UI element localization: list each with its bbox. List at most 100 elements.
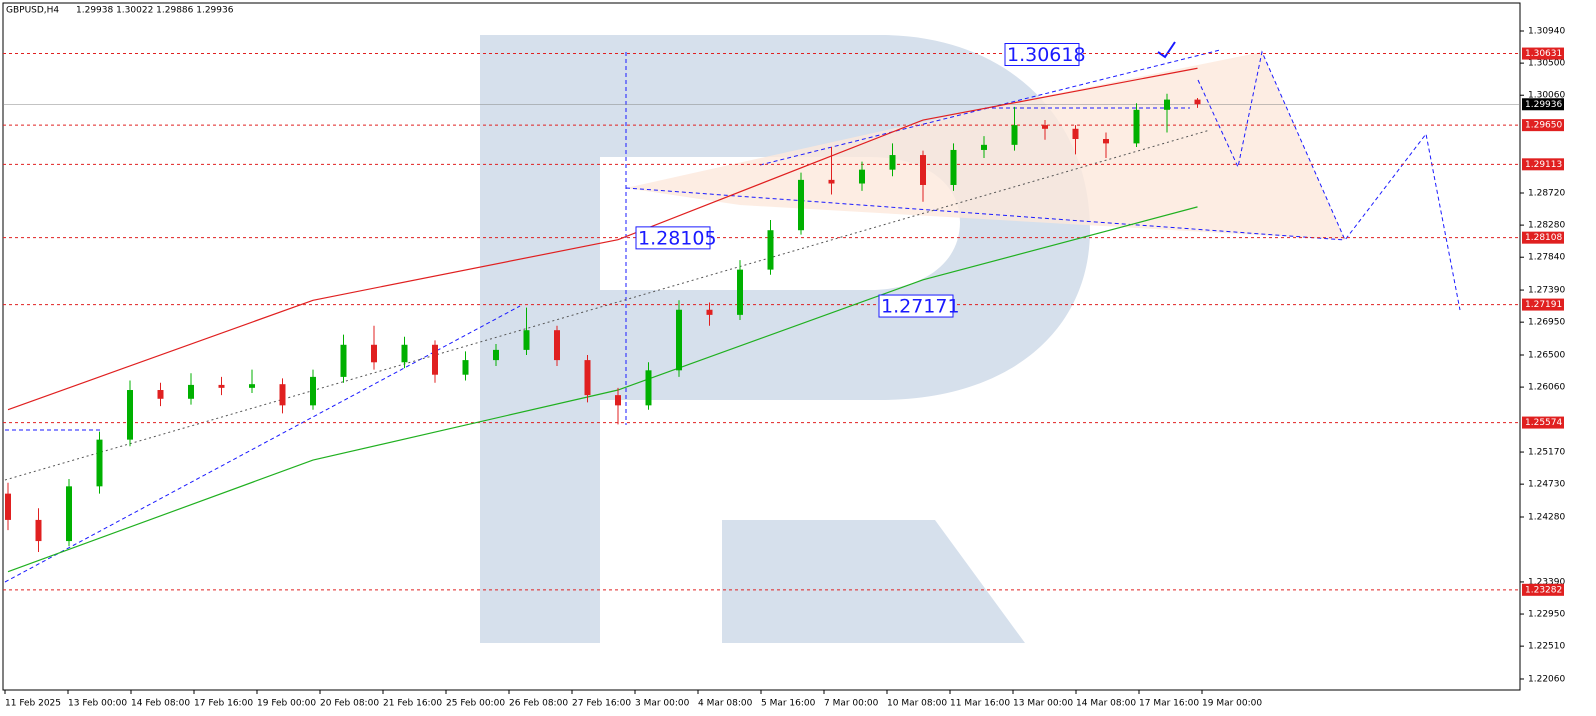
moving-average — [7, 67, 1198, 411]
candle-body — [340, 344, 347, 377]
y-tick-label: 1.22950 — [1528, 610, 1565, 620]
level-label: 1.28108 — [1525, 233, 1562, 243]
annotation-box — [1004, 43, 1080, 67]
y-tick-label: 1.26060 — [1528, 383, 1565, 393]
level-label: 1.25574 — [1525, 418, 1562, 428]
y-tick-label: 1.28720 — [1528, 189, 1565, 199]
candle-body — [798, 179, 804, 231]
y-tick-label: 1.24730 — [1528, 480, 1565, 490]
x-tick-label: 4 Mar 08:00 — [698, 699, 753, 709]
x-tick-label: 11 Feb 2025 — [5, 699, 61, 709]
level-label-box — [1522, 416, 1564, 429]
level-label-box — [1522, 158, 1564, 171]
level-label: 1.27191 — [1525, 300, 1562, 310]
candle-body — [96, 439, 103, 487]
price-label: 1.29936 — [1525, 100, 1562, 110]
x-tick-label: 11 Mar 16:00 — [950, 699, 1010, 709]
x-tick-label: 19 Mar 00:00 — [1202, 699, 1262, 709]
candle-body — [1072, 128, 1079, 140]
x-tick-label: 26 Feb 08:00 — [509, 699, 568, 709]
check-mark — [1157, 41, 1176, 59]
candle-body — [493, 349, 499, 361]
x-tick-label: 14 Mar 08:00 — [1076, 699, 1136, 709]
candle-body — [767, 230, 774, 270]
candle-body — [1103, 139, 1109, 144]
x-tick-label: 14 Feb 08:00 — [131, 699, 190, 709]
candle-body — [706, 309, 713, 315]
annotation: 1.28105 — [638, 227, 717, 249]
annotation-box — [635, 226, 711, 250]
candle-body — [523, 330, 530, 350]
candle-body — [1194, 99, 1201, 105]
y-tick-label: 1.27390 — [1528, 286, 1565, 296]
candle-body — [249, 384, 255, 388]
candle-body — [554, 330, 560, 361]
candle-body — [371, 344, 377, 363]
symbol: GBPUSD,H4 — [6, 6, 59, 16]
candle-body — [737, 269, 743, 315]
y-tick-label: 1.22060 — [1528, 674, 1565, 684]
candle-body — [462, 360, 469, 375]
candle-body — [1011, 125, 1018, 145]
x-tick-label: 27 Feb 16:00 — [572, 699, 631, 709]
quote: 1.29938 1.30022 1.29886 1.29936 — [76, 6, 234, 16]
candle-body — [35, 519, 42, 542]
y-tick-label: 1.22510 — [1528, 642, 1565, 652]
candle-body — [127, 390, 133, 440]
x-tick-label: 19 Feb 00:00 — [257, 699, 316, 709]
x-tick-label: 21 Feb 16:00 — [383, 699, 442, 709]
level-label-box — [1522, 231, 1564, 244]
candle-body — [310, 376, 316, 406]
y-tick-label: 1.27840 — [1528, 253, 1565, 263]
candle-body — [676, 309, 682, 371]
x-tick-label: 10 Mar 08:00 — [887, 699, 947, 709]
level-label-box — [1522, 583, 1564, 596]
candle-body — [981, 144, 987, 150]
level-label: 1.29650 — [1525, 121, 1562, 131]
x-tick-label: 17 Mar 16:00 — [1139, 699, 1199, 709]
candle-body — [1164, 99, 1170, 110]
annotation: 1.30618 — [1007, 44, 1086, 66]
watermark — [480, 35, 1090, 643]
candle-body — [5, 493, 11, 520]
candle-body — [859, 169, 865, 184]
y-tick-label: 1.25170 — [1528, 448, 1565, 458]
x-tick-label: 17 Feb 16:00 — [194, 699, 253, 709]
annotation-box — [878, 294, 954, 318]
level-label: 1.29113 — [1525, 160, 1562, 170]
x-tick-label: 5 Mar 16:00 — [761, 699, 816, 709]
candle-body — [584, 360, 591, 396]
candle-body — [950, 149, 957, 185]
candle-body — [188, 384, 194, 399]
candle-body — [432, 344, 438, 375]
x-tick-label: 3 Mar 00:00 — [635, 699, 690, 709]
level-label-box — [1522, 119, 1564, 132]
level-label: 1.23282 — [1525, 585, 1562, 595]
candle-body — [828, 179, 835, 184]
x-tick-label: 25 Feb 00:00 — [446, 699, 505, 709]
y-tick-label: 1.30500 — [1528, 59, 1565, 69]
candle-body — [401, 344, 408, 363]
y-tick-label: 1.30060 — [1528, 91, 1565, 101]
price-label-box — [1522, 98, 1564, 111]
candle-body — [889, 155, 896, 170]
y-tick-label: 1.28280 — [1528, 221, 1565, 231]
y-tick-label: 1.26500 — [1528, 350, 1565, 360]
level-label-box — [1522, 47, 1564, 60]
candle-body — [645, 370, 652, 406]
level-label-box — [1522, 298, 1564, 311]
candle-body — [615, 395, 621, 406]
y-tick-label: 1.30940 — [1528, 27, 1565, 37]
x-tick-label: 13 Mar 00:00 — [1013, 699, 1073, 709]
annotation: 1.27171 — [881, 296, 960, 318]
candle-body — [1042, 125, 1048, 129]
x-tick-label: 13 Feb 00:00 — [68, 699, 127, 709]
x-tick-label: 20 Feb 08:00 — [320, 699, 379, 709]
candle-body — [218, 384, 225, 388]
y-tick-label: 1.24280 — [1528, 512, 1565, 522]
y-tick-label: 1.23390 — [1528, 577, 1565, 587]
candle-body — [920, 155, 926, 185]
x-tick-label: 7 Mar 00:00 — [824, 699, 879, 709]
candle-body — [279, 384, 286, 406]
